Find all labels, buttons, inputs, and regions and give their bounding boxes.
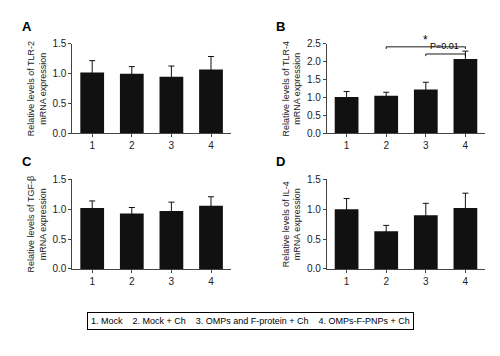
svg-text:Relative levels of TGF-βmRNA e: Relative levels of TGF-βmRNA expression [26,176,48,273]
svg-text:2.0: 2.0 [307,56,321,67]
svg-text:*: * [423,33,428,47]
svg-text:0.5: 0.5 [307,110,321,121]
svg-text:4: 4 [463,276,469,287]
svg-text:1.0: 1.0 [307,204,321,215]
svg-text:1.5: 1.5 [307,74,321,85]
svg-text:Relative levels of TLR-4mRNA e: Relative levels of TLR-4mRNA expression [281,41,303,136]
svg-text:1.0: 1.0 [52,68,66,79]
svg-text:2: 2 [129,140,135,151]
svg-text:0.0: 0.0 [52,263,66,274]
svg-text:B: B [276,19,285,34]
svg-text:2.5: 2.5 [307,38,321,49]
svg-text:0.0: 0.0 [52,128,66,139]
svg-text:1: 1 [89,140,95,151]
svg-text:4: 4 [208,276,214,287]
svg-text:3: 3 [423,276,429,287]
svg-text:Relative levels of TLR-2mRNA e: Relative levels of TLR-2mRNA expression [26,41,48,136]
svg-text:Relative levels of IL-4mRNA ex: Relative levels of IL-4mRNA expression [281,181,303,267]
svg-text:1.0: 1.0 [307,92,321,103]
svg-text:C: C [22,154,32,169]
svg-text:1: 1 [344,140,350,151]
svg-text:1.5: 1.5 [52,174,66,185]
svg-text:0.5: 0.5 [52,234,66,245]
svg-text:A: A [22,19,32,34]
svg-text:0.5: 0.5 [307,234,321,245]
svg-text:1.0: 1.0 [52,204,66,215]
svg-text:0.5: 0.5 [52,98,66,109]
svg-text:1: 1 [89,276,95,287]
svg-text:0.0: 0.0 [307,263,321,274]
svg-text:2: 2 [383,276,389,287]
svg-text:4: 4 [208,140,214,151]
svg-text:D: D [276,154,285,169]
svg-text:3: 3 [169,276,175,287]
svg-text:2: 2 [383,140,389,151]
svg-text:3: 3 [169,140,175,151]
svg-text:1: 1 [344,276,350,287]
svg-text:2: 2 [129,276,135,287]
svg-text:1.5: 1.5 [52,38,66,49]
svg-text:3: 3 [423,140,429,151]
svg-text:P=0.01: P=0.01 [430,41,459,51]
svg-text:1. Mock 2. Mock + Ch 3.: 1. Mock 2. Mock + Ch 3. OMPs and F-prote… [91,316,410,326]
svg-text:0.0: 0.0 [307,128,321,139]
svg-text:4: 4 [463,140,469,151]
svg-text:1.5: 1.5 [307,174,321,185]
